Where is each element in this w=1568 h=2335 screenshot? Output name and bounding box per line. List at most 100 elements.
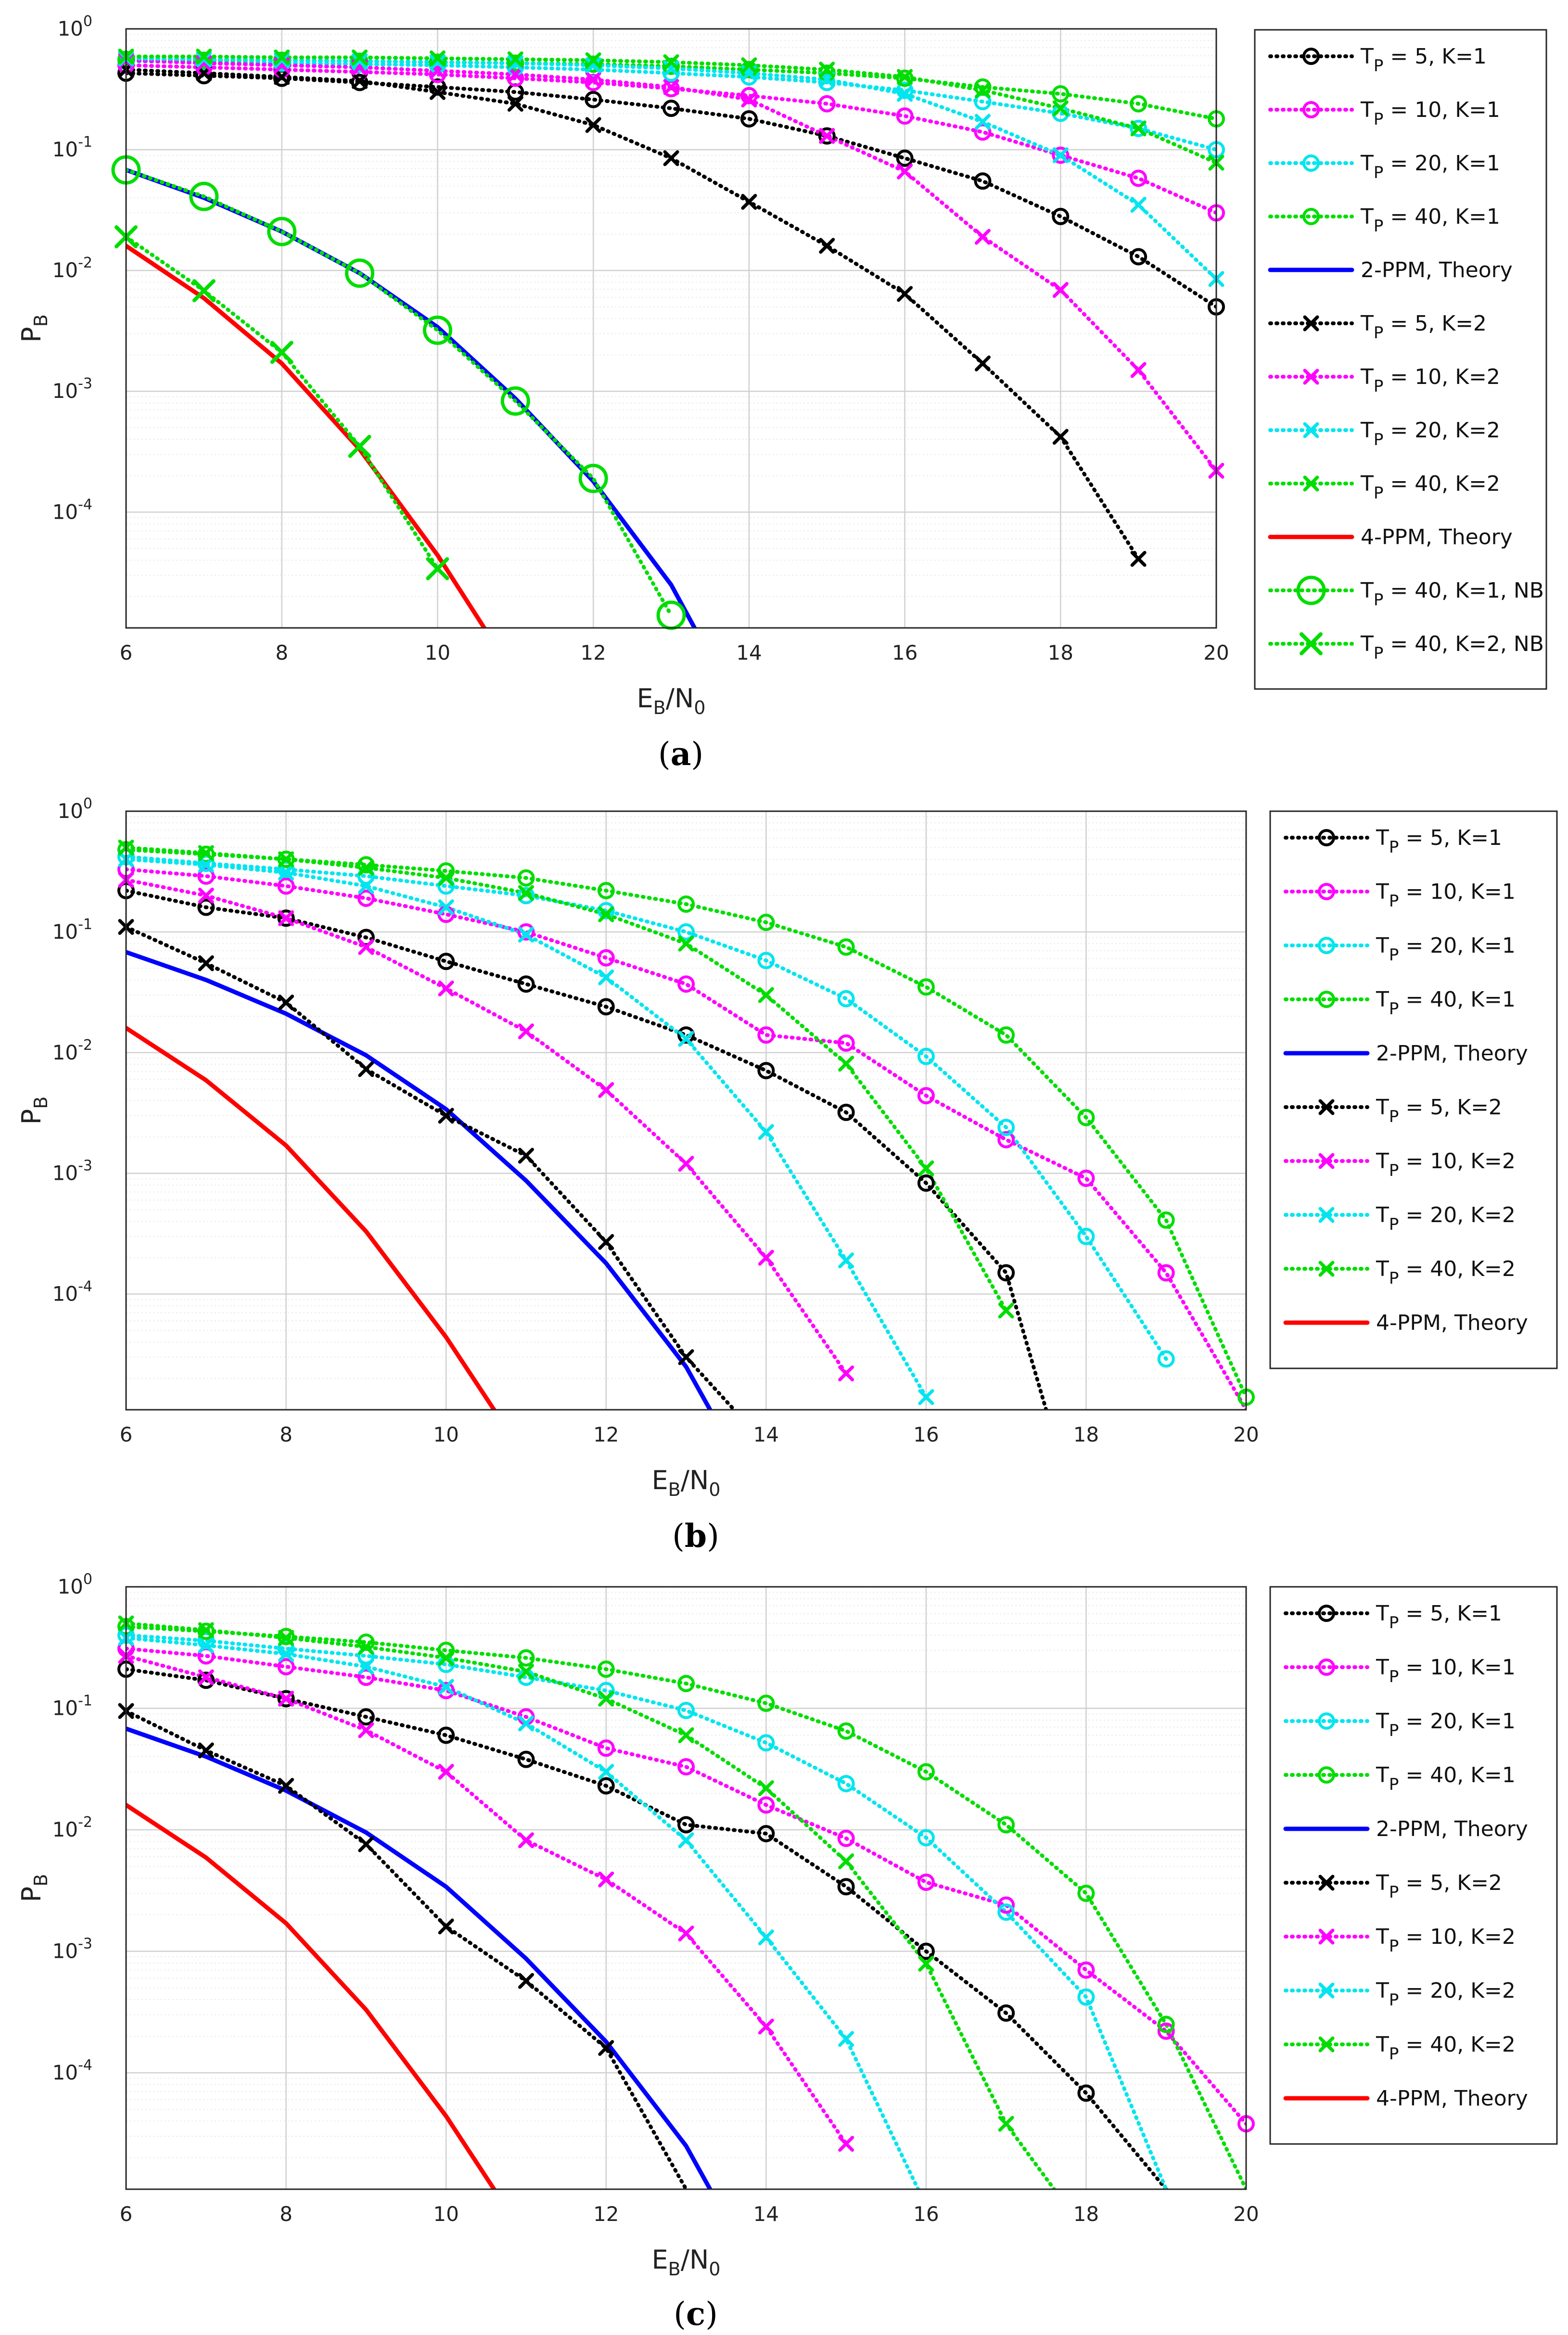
legend-marker [1318, 1928, 1335, 1945]
y-label-main: P [16, 327, 47, 343]
legend-marker [1318, 883, 1335, 900]
y-tick-label: 10-1 [52, 916, 92, 944]
data-point [438, 870, 454, 886]
marker-stroke [352, 73, 368, 89]
legend-text: 4-PPM, Theory [1376, 1311, 1528, 1335]
marker-stroke [1052, 100, 1069, 116]
legend-text-rest: = 5, K=1 [1383, 44, 1487, 69]
data-point [518, 1663, 534, 1680]
legend-subscript: P [1389, 945, 1399, 965]
marker-stroke [278, 851, 294, 868]
legend-text: T [1376, 2032, 1389, 2057]
data-point [278, 851, 294, 868]
legend-text-rest: = 40, K=2 [1399, 1257, 1516, 1281]
legend-label: TP = 20, K=1 [1360, 151, 1500, 182]
legend-label: TP = 5, K=2 [1376, 1871, 1502, 1902]
marker-stroke [438, 1108, 454, 1124]
legend-subscript: P [1374, 217, 1384, 236]
y-tick-base: 10 [52, 2061, 78, 2084]
x-label-sub: 0 [709, 1479, 720, 1500]
y-label-main: P [16, 1109, 47, 1125]
data-point [917, 1763, 935, 1781]
data-point [837, 1034, 855, 1052]
legend-label: TP = 20, K=1 [1376, 1709, 1516, 1740]
marker-stroke [1318, 1099, 1335, 1115]
y-tick-label: 10-2 [52, 1037, 92, 1064]
x-label-sub: B [668, 1479, 681, 1500]
x-tick-label: 12 [593, 1423, 619, 1446]
series-line-4 [126, 1726, 713, 2189]
marker-stroke [741, 91, 757, 108]
data-point [358, 860, 374, 876]
legend-text-rest: = 10, K=1 [1399, 880, 1516, 904]
data-point [897, 286, 913, 302]
data-point [274, 69, 290, 85]
data-point [348, 434, 371, 458]
x-tick-label: 6 [120, 1423, 133, 1446]
legend-text-rest: = 5, K=1 [1399, 1601, 1502, 1626]
marker-stroke [598, 1234, 614, 1250]
legend-label: TP = 40, K=1 [1376, 987, 1516, 1019]
marker-stroke [192, 279, 216, 303]
caption-paren: ) [707, 1518, 719, 1555]
data-point [358, 1836, 374, 1852]
plot-area [126, 29, 1216, 628]
data-point [277, 1658, 295, 1676]
data-point [197, 898, 215, 916]
data-point [896, 107, 914, 125]
legend-label: TP = 40, K=2 [1360, 472, 1500, 503]
data-point [1130, 362, 1147, 378]
marker-stroke [198, 1669, 214, 1685]
legend-marker [1303, 315, 1319, 332]
marker-stroke [507, 51, 523, 67]
legend-text: T [1360, 418, 1374, 443]
x-tick-label: 16 [913, 1423, 939, 1446]
marker-stroke [1300, 632, 1323, 655]
marker-stroke [358, 878, 374, 894]
legend-label: 2-PPM, Theory [1376, 1041, 1528, 1066]
marker-stroke [198, 845, 214, 861]
data-point [757, 1734, 775, 1752]
data-point [837, 938, 855, 956]
data-point [517, 975, 535, 993]
caption-letter: a [671, 735, 691, 773]
legend-text-rest: = 20, K=1 [1383, 151, 1500, 176]
legend-subscript: P [1374, 110, 1384, 129]
data-point [1077, 2084, 1095, 2102]
x-tick-label: 16 [913, 2202, 939, 2226]
data-point [518, 1973, 534, 1989]
marker-stroke [429, 54, 446, 70]
data-point [278, 910, 294, 926]
legend-text: T [1360, 472, 1374, 496]
legend: T P = 5, K=1 T P = 10, K=1 TP = 20, K=1 TP = … [1254, 29, 1547, 690]
marker-stroke [918, 1389, 934, 1405]
data-point [438, 1650, 454, 1666]
data-point [997, 1816, 1015, 1834]
data-point [352, 49, 368, 65]
y-tick-label: 100 [57, 13, 92, 40]
marker-stroke [198, 887, 214, 904]
data-point [1077, 1961, 1095, 1979]
data-point [757, 1062, 775, 1080]
data-point [429, 65, 446, 83]
series-line-9 [126, 1802, 497, 2189]
data-point [197, 855, 215, 872]
marker-stroke [438, 980, 454, 996]
data-point [351, 74, 369, 91]
legend-text-rest: = 10, K=2 [1399, 1149, 1516, 1174]
data-point [357, 889, 375, 907]
data-point [518, 926, 534, 943]
legend: TP = 5, K=1TP = 10, K=1TP = 20, K=1TP = … [1269, 1586, 1558, 2145]
legend-label: 4-PPM, Theory [1376, 1311, 1528, 1335]
marker-stroke [278, 865, 294, 881]
data-point [997, 1264, 1015, 1282]
legend-text-rest: = 10, K=1 [1383, 98, 1500, 122]
data-point [740, 110, 758, 128]
data-point [597, 998, 615, 1016]
data-point [1157, 2022, 1175, 2040]
marker-stroke [518, 1715, 534, 1732]
x-tick-label: 20 [1203, 641, 1229, 664]
series-line-3 [126, 1624, 1246, 2189]
data-point [598, 1764, 614, 1780]
series-line-8 [126, 845, 1008, 1313]
